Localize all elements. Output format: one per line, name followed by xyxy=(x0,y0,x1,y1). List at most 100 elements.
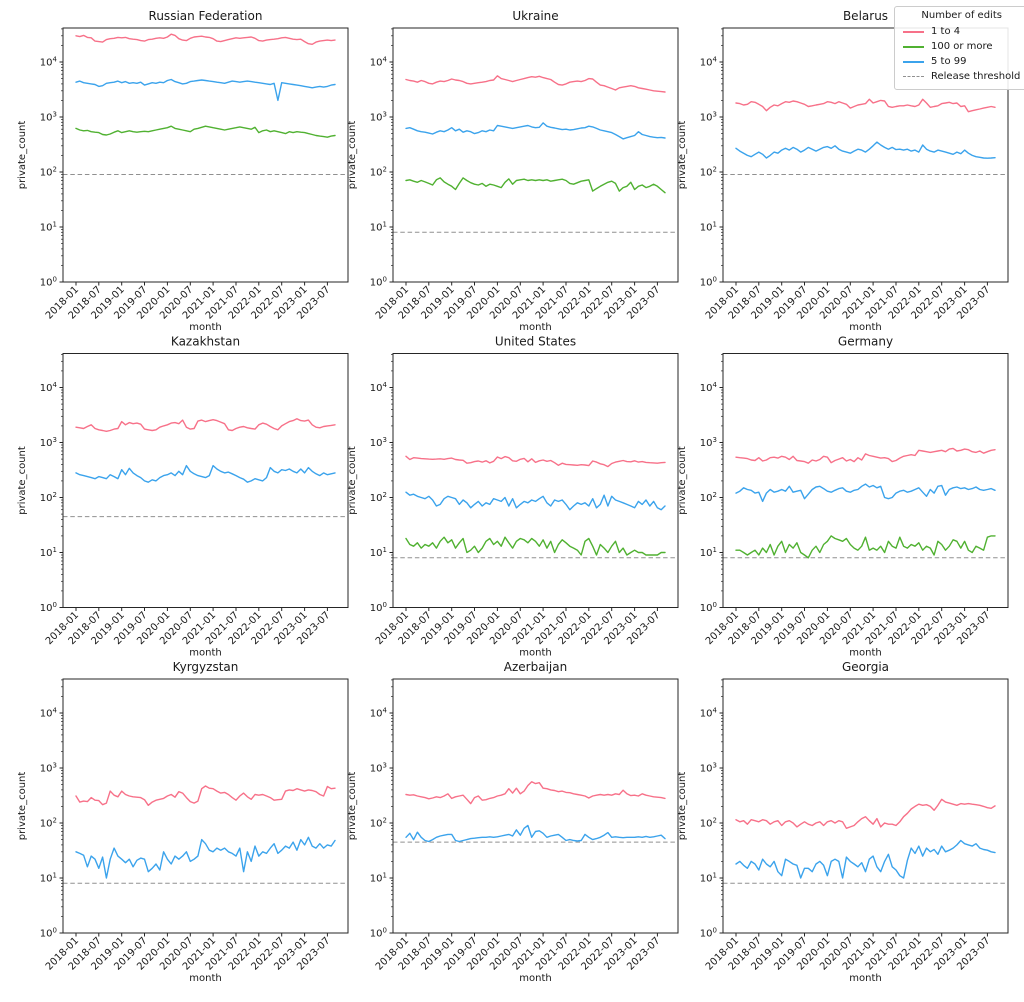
y-tick-label: 100 xyxy=(370,927,387,940)
y-axis-label: private_count xyxy=(17,772,28,841)
axes-box xyxy=(392,27,679,283)
subplot-title: Germany xyxy=(838,335,893,349)
series-line-1-to-4 xyxy=(75,33,336,45)
y-tick-label: 103 xyxy=(370,762,387,775)
series-line-1-to-4 xyxy=(735,447,996,464)
subplot-ukraine: 1001011021031042018-012018-072019-012019… xyxy=(347,9,679,333)
y-tick-label: 104 xyxy=(700,381,718,394)
y-tick-label: 103 xyxy=(700,762,717,775)
y-tick-label: 103 xyxy=(370,111,387,124)
series-line-5-to-99 xyxy=(75,836,336,879)
series-line-5-to-99 xyxy=(75,464,336,483)
y-tick-label: 103 xyxy=(370,436,387,449)
axes-box xyxy=(722,678,1009,934)
y-tick-label: 101 xyxy=(370,221,387,234)
y-tick-label: 100 xyxy=(700,601,717,614)
legend-item-label: Release threshold xyxy=(931,71,1021,82)
legend-line-sample-5-to-99 xyxy=(903,60,924,63)
y-tick-label: 100 xyxy=(700,927,717,940)
y-tick-label: 100 xyxy=(40,276,57,289)
x-axis-label: month xyxy=(519,322,551,333)
legend-item-label: 1 to 4 xyxy=(931,26,961,37)
axes-box xyxy=(62,27,349,283)
y-tick-label: 104 xyxy=(370,56,388,69)
subplot-germany: 1001011021031042018-012018-072019-012019… xyxy=(677,335,1009,659)
legend-item-label: 100 or more xyxy=(931,41,993,52)
y-axis-label: private_count xyxy=(677,446,688,515)
y-tick-label: 102 xyxy=(370,817,387,830)
series-line-5-to-99 xyxy=(405,122,666,140)
series-line-1-to-4 xyxy=(735,798,996,830)
y-tick-label: 103 xyxy=(700,111,717,124)
y-tick-label: 101 xyxy=(370,546,387,559)
y-tick-label: 104 xyxy=(370,381,388,394)
y-tick-label: 100 xyxy=(370,601,387,614)
y-tick-label: 102 xyxy=(700,166,717,179)
y-tick-label: 103 xyxy=(40,762,57,775)
axes-box xyxy=(392,353,679,608)
y-tick-label: 104 xyxy=(370,707,388,720)
subplot-russian-federation: 1001011021031042018-012018-072019-012019… xyxy=(17,9,349,333)
y-axis-label: private_count xyxy=(347,121,358,190)
y-tick-label: 100 xyxy=(40,601,57,614)
subplot-georgia: 1001011021031042018-012018-072019-012019… xyxy=(677,660,1009,984)
series-line-1-to-4 xyxy=(75,418,336,433)
subplot-azerbaijan: 1001011021031042018-012018-072019-012019… xyxy=(347,660,679,984)
y-tick-label: 102 xyxy=(700,491,717,504)
legend-title: Number of edits xyxy=(921,10,1002,21)
series-line-5-to-99 xyxy=(735,141,996,159)
series-line-5-to-99 xyxy=(75,78,336,102)
y-tick-label: 104 xyxy=(700,707,718,720)
x-axis-label: month xyxy=(849,322,881,333)
series-line-5-to-99 xyxy=(735,839,996,879)
subplot-title: United States xyxy=(495,335,576,349)
subplot-title: Belarus xyxy=(843,9,888,23)
subplot-title: Kyrgyzstan xyxy=(173,660,239,674)
y-axis-label: private_count xyxy=(677,772,688,841)
subplot-title: Georgia xyxy=(842,660,889,674)
x-axis-label: month xyxy=(519,648,551,659)
subplot-title: Ukraine xyxy=(512,9,558,23)
series-line-100-or-more xyxy=(405,536,666,556)
y-tick-label: 102 xyxy=(40,817,57,830)
series-line-100-or-more xyxy=(735,535,996,559)
subplot-kazakhstan: 1001011021031042018-012018-072019-012019… xyxy=(17,335,349,659)
y-tick-label: 102 xyxy=(40,166,57,179)
axes-box xyxy=(62,353,349,608)
series-line-1-to-4 xyxy=(405,75,666,93)
y-axis-label: private_count xyxy=(347,446,358,515)
series-line-100-or-more xyxy=(75,125,336,138)
axes-box xyxy=(722,353,1009,608)
y-tick-label: 101 xyxy=(700,546,717,559)
y-axis-label: private_count xyxy=(677,121,688,190)
y-tick-label: 100 xyxy=(370,276,387,289)
legend: Number of edits 1 to 4 100 or more 5 to … xyxy=(894,6,1024,90)
axes-box xyxy=(62,678,349,934)
series-line-1-to-4 xyxy=(405,781,666,805)
series-line-100-or-more xyxy=(405,177,666,194)
x-axis-label: month xyxy=(849,648,881,659)
y-tick-label: 102 xyxy=(700,817,717,830)
subplot-kyrgyzstan: 1001011021031042018-012018-072019-012019… xyxy=(17,660,349,984)
y-tick-label: 100 xyxy=(40,927,57,940)
series-line-1-to-4 xyxy=(75,785,336,807)
legend-line-sample-100-or-more xyxy=(903,45,924,48)
legend-line-sample-release-threshold xyxy=(903,76,924,77)
y-tick-label: 100 xyxy=(700,276,717,289)
legend-item-5-to-99: 5 to 99 xyxy=(903,54,1020,69)
subplot-title: Kazakhstan xyxy=(171,335,240,349)
x-axis-label: month xyxy=(189,648,221,659)
y-tick-label: 103 xyxy=(40,111,57,124)
y-axis-label: private_count xyxy=(17,446,28,515)
y-tick-label: 104 xyxy=(700,56,718,69)
y-tick-label: 104 xyxy=(40,56,58,69)
series-line-1-to-4 xyxy=(735,98,996,113)
series-line-5-to-99 xyxy=(405,824,666,843)
series-line-1-to-4 xyxy=(405,455,666,468)
axes-box xyxy=(392,678,679,934)
subplot-title: Azerbaijan xyxy=(504,660,567,674)
subplot-title: Russian Federation xyxy=(149,9,263,23)
x-axis-label: month xyxy=(519,973,551,984)
